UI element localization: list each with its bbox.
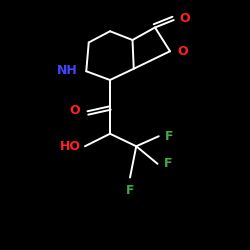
- Text: O: O: [180, 12, 190, 25]
- Text: F: F: [164, 157, 172, 170]
- Text: O: O: [70, 104, 80, 117]
- Text: F: F: [165, 130, 173, 143]
- Text: NH: NH: [57, 64, 78, 76]
- Text: O: O: [177, 45, 188, 58]
- Text: F: F: [126, 184, 134, 196]
- Text: HO: HO: [60, 140, 80, 153]
